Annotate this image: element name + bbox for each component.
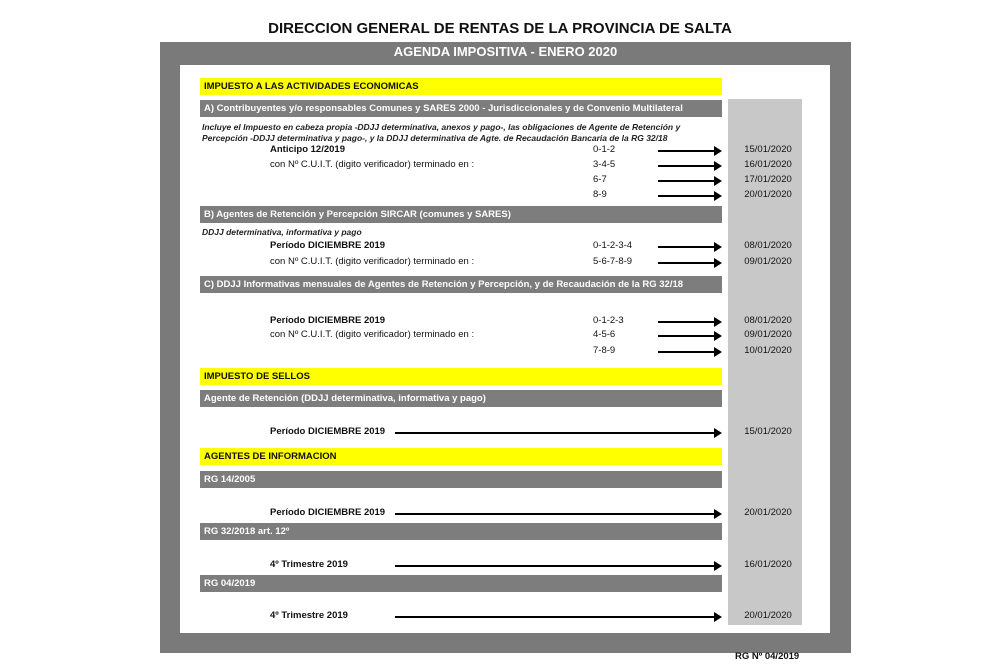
due-date: 08/01/2020 (744, 315, 792, 326)
due-date: 15/01/2020 (744, 426, 792, 437)
row-label: Anticipo 12/2019 (270, 144, 345, 155)
subsection-bar: C) DDJJ Informativas mensuales de Agente… (200, 276, 722, 293)
arrow-icon (658, 191, 722, 201)
due-date: 16/01/2020 (744, 159, 792, 170)
subsection-bar: A) Contribuyentes y/o responsables Comun… (200, 100, 722, 117)
cuit-digits: 0-1-2-3-4 (593, 240, 633, 251)
section-heading: IMPUESTO A LAS ACTIVIDADES ECONOMICAS (200, 78, 722, 95)
arrow-icon (658, 347, 722, 357)
cuit-digits: 7-8-9 (593, 345, 616, 356)
agenda-sheet: IMPUESTO A LAS ACTIVIDADES ECONOMICAS A) … (180, 65, 830, 633)
section-heading: IMPUESTO DE SELLOS (200, 368, 722, 385)
row-label: 4º Trimestre 2019 (270, 610, 348, 621)
row-label: Período DICIEMBRE 2019 (270, 315, 386, 326)
arrow-icon (658, 317, 722, 327)
due-date: 15/01/2020 (744, 144, 792, 155)
arrow-icon (395, 428, 722, 438)
due-date: 09/01/2020 (744, 329, 792, 340)
due-date: 10/01/2020 (744, 345, 792, 356)
footer-resolution: RG Nº 04/2019 (735, 651, 800, 662)
subsection-bar: RG 32/2018 art. 12º (200, 523, 722, 540)
row-label: con Nº C.U.I.T. (digito verificador) ter… (270, 256, 475, 267)
cuit-digits: 5-6-7-8-9 (593, 256, 633, 267)
row-label: Período DICIEMBRE 2019 (270, 426, 386, 437)
subsection-bar: RG 04/2019 (200, 575, 722, 592)
cuit-digits: 8-9 (593, 189, 607, 200)
row-label: Período DICIEMBRE 2019 (270, 240, 386, 251)
due-date: 08/01/2020 (744, 240, 792, 251)
row-label: 4º Trimestre 2019 (270, 559, 348, 570)
cuit-digits: 4-5-6 (593, 329, 616, 340)
agenda-subtitle: AGENDA IMPOSITIVA - ENERO 2020 (393, 44, 618, 59)
note-text: Percepción -DDJJ determinativa y pago-, … (202, 133, 668, 143)
section-heading: AGENTES DE INFORMACION (200, 448, 722, 465)
document-title: DIRECCION GENERAL DE RENTAS DE LA PROVIN… (268, 20, 732, 37)
due-date: 20/01/2020 (744, 507, 792, 518)
arrow-icon (658, 258, 722, 268)
cuit-digits: 0-1-2 (593, 144, 616, 155)
date-column (728, 99, 802, 625)
cuit-digits: 3-4-5 (593, 159, 616, 170)
subsection-bar: B) Agentes de Retención y Percepción SIR… (200, 206, 722, 223)
due-date: 20/01/2020 (744, 189, 792, 200)
note-text: Incluye el Impuesto en cabeza propia -DD… (202, 122, 681, 132)
arrow-icon (658, 161, 722, 171)
due-date: 16/01/2020 (744, 559, 792, 570)
arrow-icon (395, 561, 722, 571)
arrow-icon (658, 146, 722, 156)
subsection-bar: RG 14/2005 (200, 471, 722, 488)
arrow-icon (395, 612, 722, 622)
due-date: 20/01/2020 (744, 610, 792, 621)
cuit-digits: 6-7 (593, 174, 607, 185)
arrow-icon (395, 509, 722, 519)
row-label: con Nº C.U.I.T. (digito verificador) ter… (270, 159, 475, 170)
due-date: 17/01/2020 (744, 174, 792, 185)
subsection-bar: Agente de Retención (DDJJ determinativa,… (200, 390, 722, 407)
note-text: DDJJ determinativa, informativa y pago (202, 227, 362, 237)
arrow-icon (658, 331, 722, 341)
due-date: 09/01/2020 (744, 256, 792, 267)
arrow-icon (658, 242, 722, 252)
arrow-icon (658, 176, 722, 186)
row-label: con Nº C.U.I.T. (digito verificador) ter… (270, 329, 475, 340)
cuit-digits: 0-1-2-3 (593, 315, 624, 326)
row-label: Período DICIEMBRE 2019 (270, 507, 386, 518)
